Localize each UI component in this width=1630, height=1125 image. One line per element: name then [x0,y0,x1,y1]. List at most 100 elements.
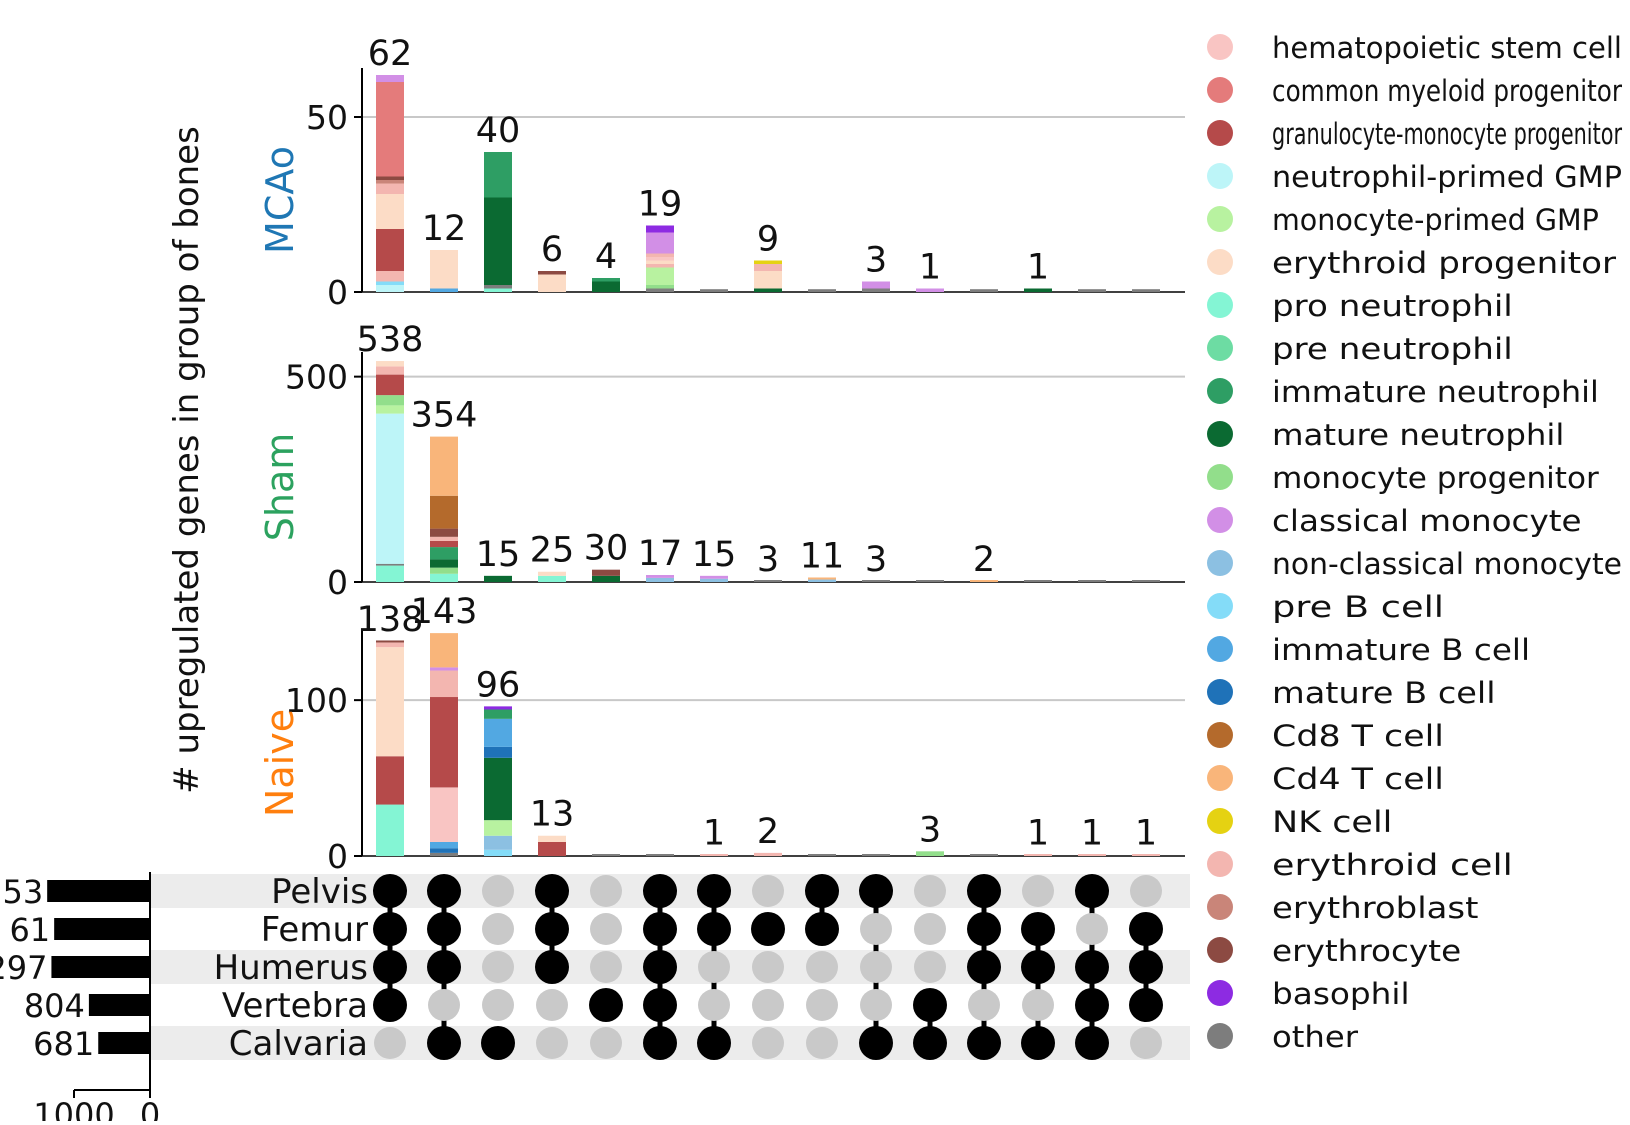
legend-marker [1207,378,1233,404]
bar-segment [808,579,836,582]
matrix-dot-empty [590,1027,622,1059]
matrix-dot-filled [967,950,1001,984]
bar-segment [376,647,404,757]
legend-label: basophil [1272,977,1410,1011]
bar-segment [430,697,458,788]
bar-segment [430,540,458,548]
bar-segment [754,852,782,856]
bar-segment [376,229,404,271]
bar-segment [1024,580,1052,582]
bar-segment [1132,580,1160,582]
bar-segment [484,757,512,821]
bar-segment [430,667,458,671]
legend-label: hematopoietic stem cell [1272,31,1622,65]
matrix-dot-filled [643,988,677,1022]
bar-value-label: 15 [476,535,521,575]
bar-segment [430,436,458,496]
matrix-dot-empty [806,951,838,983]
bar-segment [376,366,404,375]
bar-segment [1078,289,1106,292]
bar-segment [862,854,890,856]
bar-segment [970,854,998,856]
legend-label: mature B cell [1272,676,1496,710]
set-size-bar [54,918,150,940]
bar-value-label: 3 [757,540,779,580]
bar-segment [538,575,566,582]
matrix-dot-filled [967,874,1001,908]
legend-marker [1207,593,1233,619]
bar-segment [484,718,512,747]
matrix-dot-filled [373,912,407,946]
bar-segment [538,271,566,275]
set-label: Humerus [214,948,368,988]
matrix-dot-filled [643,874,677,908]
matrix-dot-empty [482,875,514,907]
bar-segment [430,852,458,856]
matrix-dot-filled [643,950,677,984]
legend-marker [1207,249,1233,275]
bar-segment [1132,289,1160,292]
bar-value-label: 2 [757,812,779,852]
matrix-dot-empty [860,989,892,1021]
bar-segment [592,854,620,856]
legend-label: other [1272,1020,1358,1054]
bar-segment [1132,854,1160,856]
legend-marker [1207,507,1233,533]
matrix-dot-empty [914,951,946,983]
bar-segment [646,288,674,292]
bar-segment [484,820,512,836]
bar-segment [430,573,458,582]
legend-marker [1207,1023,1233,1049]
matrix-dot-empty [1130,875,1162,907]
bar-segment [646,264,674,268]
matrix-dot-filled [1021,950,1055,984]
legend-marker [1207,206,1233,232]
bar-segment [754,264,782,271]
bar-segment [430,495,458,529]
matrix-dot-filled [913,988,947,1022]
bar-segment [376,183,404,194]
bar-segment [754,288,782,292]
matrix-dot-empty [752,1027,784,1059]
matrix-dot-filled [967,912,1001,946]
legend-label: granulocyte-monocyte progenitor [1272,117,1622,151]
bar-value-label: 11 [800,536,845,576]
matrix-dot-empty [590,951,622,983]
matrix-dot-filled [751,912,785,946]
legend-marker [1207,335,1233,361]
legend-marker [1207,722,1233,748]
set-size-bar [88,994,150,1016]
matrix-dot-filled [535,950,569,984]
matrix-dot-filled [1129,912,1163,946]
y-tick-label: 0 [327,273,348,312]
matrix-dot-filled [427,950,461,984]
bar-segment [808,289,836,292]
bar-value-label: 96 [476,665,521,705]
bar-value-label: 30 [584,529,629,569]
legend-label: classical monocyte [1272,504,1582,538]
bar-segment [700,289,728,292]
matrix-dot-empty [1076,913,1108,945]
legend-marker [1207,464,1233,490]
set-size-label: 297 [0,949,47,987]
bar-value-label: 1 [919,248,941,288]
bar-segment [484,709,512,719]
matrix-dot-filled [1075,988,1109,1022]
bar-segment [808,854,836,856]
set-size-bars: 35361297804681 1000 0 [0,872,160,1125]
legend-marker [1207,679,1233,705]
bar-segment [376,804,404,856]
legend-marker [1207,120,1233,146]
bar-segment [538,841,566,856]
matrix-dot-empty [482,913,514,945]
matrix-dot-empty [968,989,1000,1021]
y-tick-label: 500 [285,358,348,397]
bar-segment [376,563,404,566]
matrix-dot-filled [643,1026,677,1060]
matrix-dot-filled [427,912,461,946]
bar-value-label: 3 [865,241,887,281]
bar-segment [646,257,674,261]
matrix-dot-filled [427,874,461,908]
